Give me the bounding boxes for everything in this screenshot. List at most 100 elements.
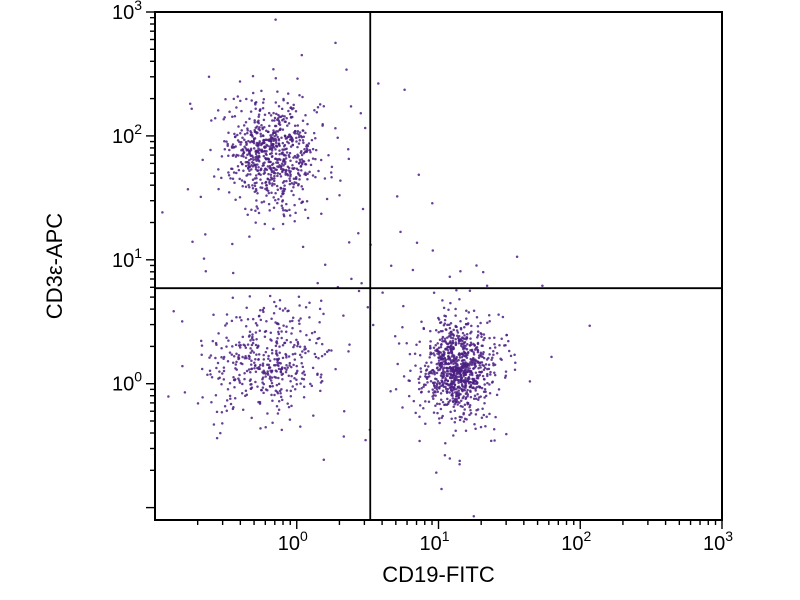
- event-dot: [454, 395, 458, 398]
- event-dot: [454, 429, 457, 433]
- event-dot: [289, 389, 293, 393]
- event-dot: [212, 175, 216, 178]
- event-dot: [444, 403, 447, 406]
- event-dot: [450, 417, 453, 421]
- event-dot: [463, 403, 467, 407]
- event-dot: [215, 436, 219, 440]
- tick-label: 100: [278, 528, 308, 555]
- event-dot: [248, 159, 251, 162]
- event-dot: [319, 299, 323, 303]
- event-dot: [451, 339, 455, 343]
- event-dot: [483, 387, 487, 391]
- event-dot: [431, 395, 434, 398]
- event-dot: [357, 232, 360, 235]
- event-dot: [255, 324, 259, 327]
- event-dot: [302, 151, 306, 155]
- event-dot: [225, 313, 229, 316]
- event-dot: [269, 338, 272, 341]
- event-dot: [298, 94, 301, 97]
- event-dot: [278, 389, 282, 393]
- event-dot: [229, 177, 232, 180]
- event-dot: [455, 334, 459, 338]
- event-dot: [479, 366, 482, 369]
- event-dot: [431, 368, 435, 372]
- event-dot: [479, 425, 483, 429]
- event-dot: [245, 356, 248, 360]
- event-dot: [505, 333, 508, 337]
- event-dot: [228, 394, 232, 398]
- event-dot: [273, 357, 276, 361]
- event-dot: [452, 434, 455, 437]
- event-dot: [381, 291, 384, 294]
- event-dot: [236, 133, 239, 137]
- event-dot: [271, 144, 275, 148]
- event-dot: [468, 289, 472, 293]
- event-dot: [234, 343, 238, 347]
- event-dot: [277, 367, 281, 371]
- event-dot: [486, 372, 489, 376]
- event-dot: [493, 373, 497, 377]
- event-dot: [469, 412, 473, 415]
- event-dot: [251, 333, 254, 336]
- event-dot: [493, 342, 496, 346]
- event-dot: [254, 209, 257, 213]
- event-dot: [408, 352, 412, 356]
- event-dot: [474, 371, 478, 375]
- event-dot: [191, 240, 194, 244]
- event-dot: [220, 411, 224, 414]
- event-dot: [254, 331, 258, 334]
- event-dot: [251, 91, 255, 95]
- event-dot: [424, 422, 427, 425]
- event-dot: [313, 330, 317, 334]
- event-dot: [466, 388, 469, 392]
- event-dot: [283, 341, 287, 345]
- event-dot: [293, 219, 296, 223]
- event-dot: [257, 211, 261, 215]
- event-dot: [440, 365, 444, 368]
- event-dot: [436, 366, 439, 369]
- event-dot: [475, 315, 479, 319]
- event-dot: [453, 409, 457, 412]
- event-dot: [425, 377, 429, 381]
- event-dot: [453, 402, 456, 406]
- event-dot: [267, 354, 270, 358]
- event-dot: [314, 136, 317, 140]
- event-dot: [239, 143, 242, 146]
- event-dot: [438, 382, 441, 385]
- event-dot: [432, 346, 436, 349]
- event-dot: [264, 372, 267, 375]
- event-dot: [234, 155, 238, 158]
- event-dot: [231, 167, 234, 171]
- event-dot: [284, 171, 287, 175]
- event-dot: [313, 109, 316, 112]
- event-dot: [286, 101, 289, 105]
- event-dot: [261, 127, 264, 131]
- event-dot: [256, 191, 259, 195]
- event-dot: [275, 112, 278, 116]
- event-dot: [276, 361, 279, 364]
- event-dot: [396, 362, 399, 366]
- event-dot: [280, 373, 284, 377]
- event-dot: [486, 321, 489, 325]
- event-dot: [463, 340, 467, 344]
- event-dot: [268, 152, 272, 156]
- event-dot: [456, 331, 460, 334]
- event-dot: [295, 177, 298, 181]
- event-dot: [451, 337, 455, 340]
- event-dot: [281, 152, 284, 156]
- event-dot: [296, 340, 300, 344]
- event-dot: [253, 121, 256, 124]
- event-dot: [246, 318, 250, 321]
- event-dot: [250, 367, 253, 371]
- event-dot: [222, 369, 226, 373]
- event-dot: [214, 341, 218, 345]
- event-dot: [315, 341, 318, 345]
- event-dot: [478, 385, 482, 388]
- event-dot: [259, 132, 262, 136]
- event-dot: [470, 330, 473, 333]
- event-dot: [433, 390, 436, 393]
- event-dot: [468, 405, 471, 409]
- event-dot: [432, 397, 435, 400]
- event-dot: [210, 119, 213, 122]
- event-dot: [438, 368, 442, 371]
